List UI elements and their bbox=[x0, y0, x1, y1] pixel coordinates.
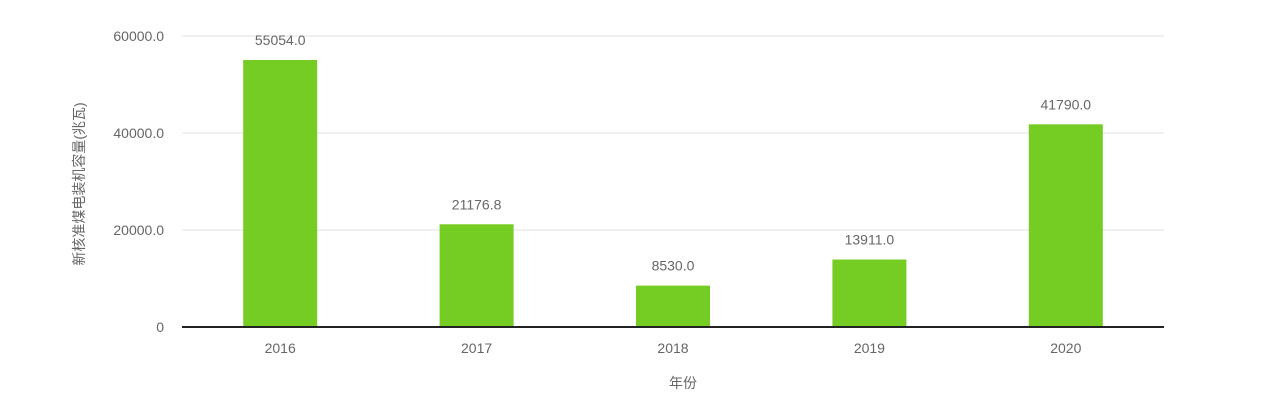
bar-2018 bbox=[636, 285, 710, 327]
y-axis-title: 新核准煤电装机容量(兆瓦) bbox=[71, 102, 87, 265]
x-axis-title: 年份 bbox=[669, 375, 697, 391]
grid-lines bbox=[182, 35, 1164, 231]
bar-2019 bbox=[832, 259, 907, 327]
data-label-2017: 21176.8 bbox=[452, 196, 502, 212]
x-tick-label: 2016 bbox=[265, 340, 296, 356]
data-label-2019: 13911.0 bbox=[845, 232, 895, 248]
data-label-2016: 55054.0 bbox=[255, 32, 306, 48]
x-tick-label: 2019 bbox=[854, 340, 885, 356]
data-label-2020: 41790.0 bbox=[1040, 96, 1091, 112]
x-tick-label: 2018 bbox=[657, 340, 688, 356]
y-tick-labels: 0 20000.0 40000.0 60000.0 bbox=[113, 28, 164, 335]
y-tick-label: 40000.0 bbox=[113, 125, 164, 141]
x-tick-label: 2017 bbox=[461, 340, 492, 356]
y-tick-label: 0 bbox=[156, 319, 164, 335]
bars bbox=[243, 59, 1103, 327]
x-tick-labels: 2016 2017 2018 2019 2020 bbox=[265, 340, 1082, 356]
bar-2017 bbox=[439, 224, 514, 327]
bar-2016 bbox=[243, 59, 318, 327]
x-tick-label: 2020 bbox=[1050, 340, 1081, 356]
y-tick-label: 60000.0 bbox=[113, 28, 164, 44]
y-tick-label: 20000.0 bbox=[113, 222, 164, 238]
data-labels: 55054.0 21176.8 8530.0 13911.0 41790.0 bbox=[255, 32, 1091, 274]
data-label-2018: 8530.0 bbox=[652, 258, 695, 274]
bar-2020 bbox=[1028, 124, 1103, 327]
